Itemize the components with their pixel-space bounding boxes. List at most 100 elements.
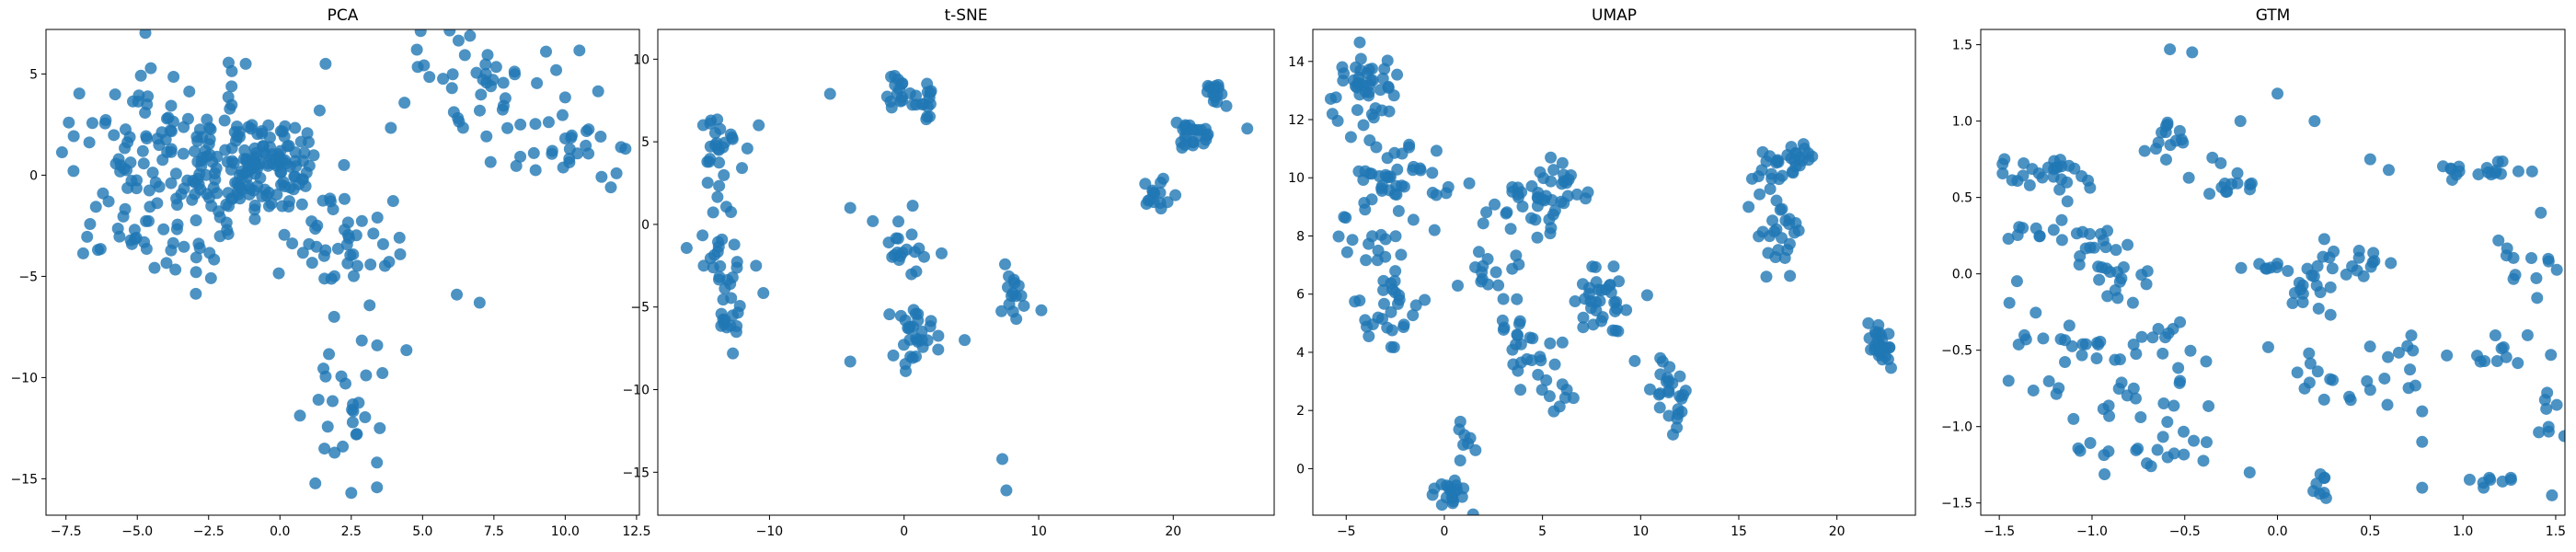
data-point <box>696 229 709 242</box>
data-point <box>1586 260 1599 273</box>
data-point <box>887 349 900 362</box>
points-group <box>1324 36 1897 515</box>
data-point <box>2352 245 2365 258</box>
data-point <box>371 456 384 469</box>
data-point <box>710 136 723 149</box>
data-point <box>67 165 80 178</box>
data-point <box>360 369 373 382</box>
data-point <box>236 183 248 196</box>
data-point <box>2235 261 2248 274</box>
data-point <box>1998 153 2011 166</box>
panel-title: GTM <box>2256 6 2291 25</box>
data-point <box>1628 354 1641 367</box>
data-point <box>83 136 96 149</box>
data-point <box>2501 242 2513 255</box>
data-point <box>550 63 563 76</box>
data-point <box>2083 227 2096 240</box>
data-point <box>1407 213 1420 226</box>
data-point <box>1996 167 2009 180</box>
data-point <box>2378 372 2391 385</box>
data-point <box>342 232 355 245</box>
data-point <box>2363 340 2376 353</box>
scatter-panel-gtm: GTM −1.5 −1.0 −0.5 0.0 0.5 1.0 1.5 1.5 1.0 0.5 0.0 −… <box>1941 6 2566 539</box>
data-point <box>1383 105 1396 118</box>
data-point <box>713 270 726 283</box>
data-point <box>1781 244 1794 257</box>
data-point <box>1477 217 1489 230</box>
data-point <box>367 227 380 240</box>
data-point <box>2381 398 2394 411</box>
data-point <box>573 44 586 57</box>
data-point <box>1653 401 1666 414</box>
data-point <box>1595 284 1608 297</box>
data-point <box>1882 328 1895 340</box>
data-point <box>910 89 923 102</box>
data-point <box>1790 147 1803 160</box>
panel-title: UMAP <box>1592 6 1637 25</box>
data-point <box>1567 392 1580 405</box>
data-point <box>2055 213 2068 226</box>
data-point <box>220 216 233 229</box>
data-point <box>604 181 617 194</box>
data-point <box>1793 159 1806 172</box>
data-point <box>1452 279 1465 292</box>
data-point <box>1610 303 1623 316</box>
data-point <box>2054 333 2067 346</box>
data-point <box>86 117 98 130</box>
data-point <box>2317 393 2330 406</box>
data-point <box>1426 489 1439 501</box>
data-point <box>1498 321 1511 334</box>
data-point <box>2097 402 2110 415</box>
data-point <box>2036 171 2049 184</box>
x-tick-label: 7.5 <box>484 524 504 539</box>
data-point <box>2033 230 2046 243</box>
data-point <box>1337 75 1350 87</box>
data-point <box>102 195 115 208</box>
data-point <box>423 71 436 84</box>
data-point <box>1364 74 1377 86</box>
data-point <box>2416 405 2429 418</box>
data-point <box>1390 189 1403 201</box>
data-point <box>1577 311 1590 324</box>
data-point <box>1395 248 1408 261</box>
x-tick-label: 10 <box>1030 524 1047 539</box>
data-point <box>1377 283 1390 296</box>
data-point <box>2346 259 2359 272</box>
data-point <box>1370 141 1383 154</box>
data-point <box>935 247 948 259</box>
data-point <box>757 287 770 300</box>
axes-frame <box>45 29 640 516</box>
data-point <box>1884 362 1897 374</box>
data-point <box>2047 170 2060 183</box>
data-point <box>1620 304 1633 316</box>
data-point <box>2521 328 2534 341</box>
data-point <box>594 130 607 143</box>
data-point <box>394 247 407 260</box>
data-point <box>132 95 144 108</box>
data-point <box>140 132 153 145</box>
data-point <box>741 142 753 155</box>
data-point <box>1353 88 1366 101</box>
x-tick-label: 0 <box>900 524 908 539</box>
data-point <box>924 98 937 110</box>
y-tick-label: −5 <box>630 301 650 316</box>
data-point <box>906 351 919 364</box>
data-point <box>924 320 937 333</box>
data-point <box>995 453 1008 466</box>
data-point <box>1587 318 1600 331</box>
data-point <box>2317 250 2329 263</box>
data-point <box>703 155 716 168</box>
data-point <box>1593 294 1606 307</box>
data-point <box>731 306 744 319</box>
data-point <box>414 29 427 38</box>
x-tick-label: −7.5 <box>51 524 82 539</box>
data-point <box>1529 213 1542 226</box>
data-point <box>1385 340 1397 353</box>
data-point <box>1507 358 1520 371</box>
data-point <box>2200 436 2213 449</box>
data-point <box>2065 339 2078 352</box>
data-point <box>907 304 920 316</box>
data-point <box>238 144 251 156</box>
data-point <box>475 88 488 101</box>
